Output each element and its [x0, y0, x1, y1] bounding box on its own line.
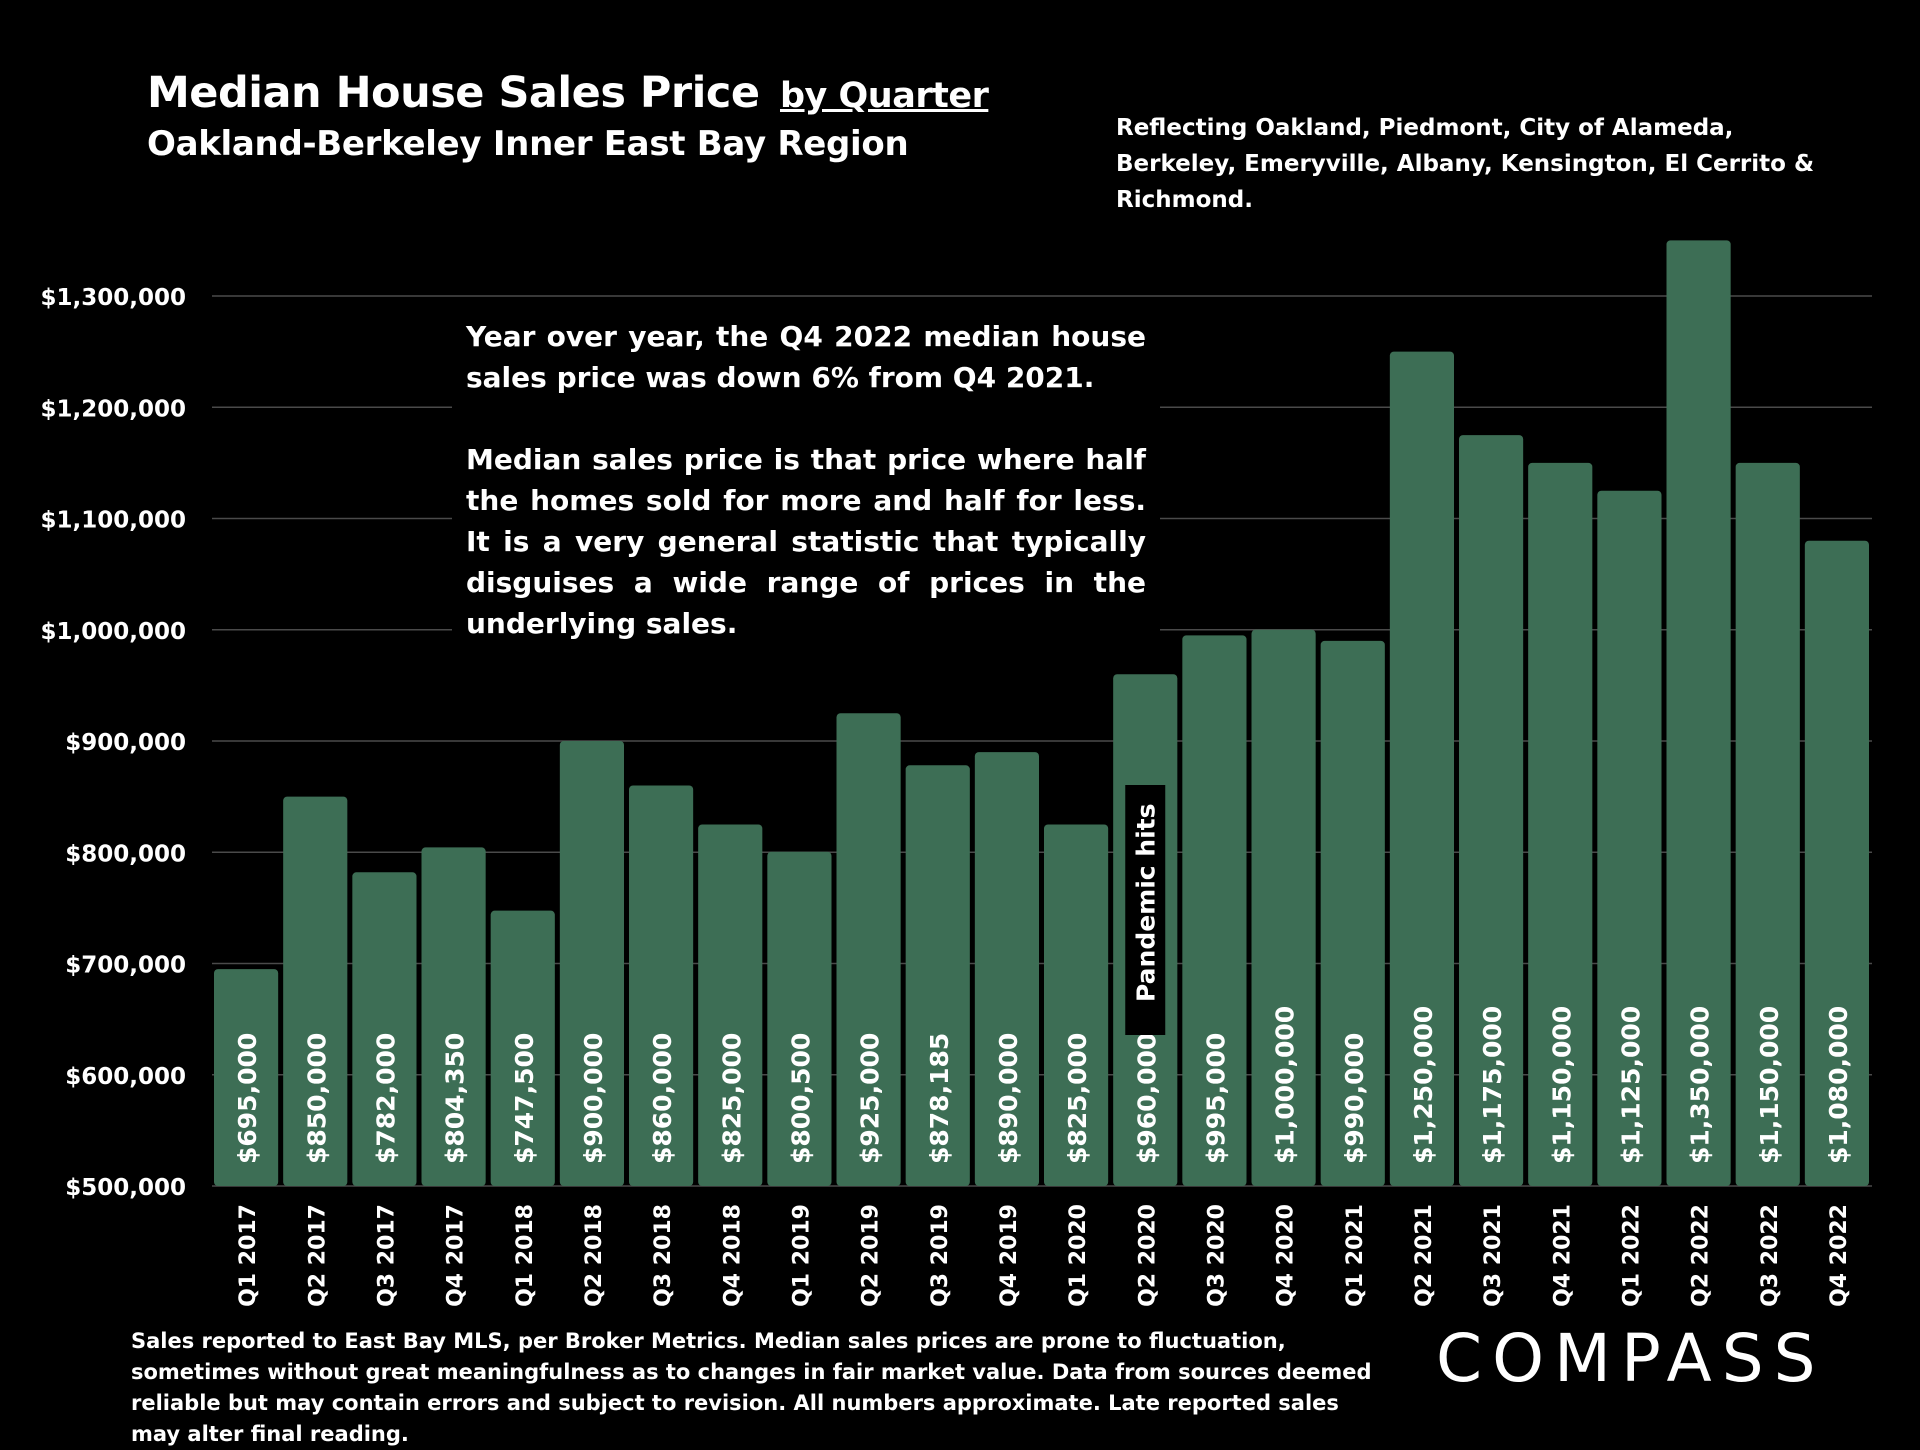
x-tick-label: Q3 2019	[928, 1204, 953, 1307]
bar	[1666, 240, 1731, 1186]
x-tick-label: Q4 2022	[1827, 1204, 1852, 1307]
region-note: Reflecting Oakland, Piedmont, City of Al…	[1116, 115, 1815, 213]
y-tick-label: $1,200,000	[40, 396, 186, 422]
footnote: Sales reported to East Bay MLS, per Brok…	[131, 1329, 1372, 1446]
bar	[1597, 490, 1662, 1186]
bar	[421, 847, 486, 1186]
y-axis-tick-labels: $500,000 $600,000 $700,000 $800,000 $900,000…	[40, 285, 186, 1201]
x-tick-label: Q3 2018	[651, 1204, 676, 1307]
bar-value-label: $825,000	[1063, 1033, 1092, 1164]
y-tick-label: $600,000	[65, 1064, 186, 1090]
y-tick-label: $900,000	[65, 730, 186, 756]
bar	[767, 851, 832, 1186]
y-tick-label: $500,000	[65, 1175, 186, 1201]
bar	[1389, 351, 1454, 1186]
bar-value-label: $1,175,000	[1478, 1006, 1507, 1164]
x-axis-tick-labels: Q1 2017 Q2 2017 Q3 2017 Q4 2017 Q1 2018 Q2 20…	[236, 1204, 1852, 1307]
bar	[905, 765, 970, 1186]
bar	[1459, 435, 1524, 1186]
bar	[974, 752, 1039, 1186]
bar-value-label: $1,250,000	[1409, 1006, 1438, 1164]
bars	[214, 240, 1869, 1186]
pandemic-annotation: Pandemic hits	[1131, 803, 1160, 1002]
x-tick-label: Q2 2017	[305, 1204, 330, 1307]
bar-value-label: $1,150,000	[1755, 1006, 1784, 1164]
x-tick-label: Q1 2020	[1066, 1204, 1091, 1307]
bar	[1320, 640, 1385, 1186]
bar-value-label: $900,000	[579, 1033, 608, 1164]
x-tick-label: Q1 2018	[513, 1204, 538, 1307]
bar-value-label: $800,500	[786, 1033, 815, 1164]
bar-value-label: $695,000	[233, 1033, 262, 1164]
x-tick-label: Q2 2020	[1135, 1204, 1160, 1307]
bar-value-label: $782,000	[371, 1033, 400, 1164]
x-tick-label: Q1 2017	[236, 1204, 261, 1307]
bar	[1044, 824, 1109, 1186]
x-tick-label: Q4 2019	[997, 1204, 1022, 1307]
bar-value-label: $990,000	[1340, 1033, 1369, 1164]
bar	[1182, 635, 1247, 1186]
compass-logo: COMPASS	[1436, 1320, 1826, 1397]
x-tick-label: Q4 2017	[444, 1204, 469, 1307]
callout-box: Year over year, the Q4 2022 median house…	[452, 312, 1160, 648]
bar	[214, 969, 279, 1186]
bar-value-label: $1,150,000	[1547, 1006, 1576, 1164]
bar-value-label: $878,185	[925, 1033, 954, 1164]
annotation-background	[1125, 785, 1166, 1035]
x-tick-label: Q3 2017	[374, 1204, 399, 1307]
x-tick-label: Q4 2018	[720, 1204, 745, 1307]
bar-value-label: $804,350	[441, 1033, 470, 1164]
chart-title-main: Median House Sales Price	[147, 68, 760, 118]
x-tick-label: Q1 2019	[789, 1204, 814, 1307]
bar-value-label: $1,080,000	[1824, 1006, 1853, 1164]
bar	[1528, 462, 1593, 1186]
bar-value-label: $960,000	[1132, 1033, 1161, 1164]
x-tick-label: Q1 2021	[1343, 1204, 1368, 1307]
bar-value-label: $1,350,000	[1686, 1006, 1715, 1164]
x-tick-label: Q2 2021	[1412, 1204, 1437, 1307]
y-tick-label: $1,100,000	[40, 508, 186, 534]
bar-value-label: $747,500	[510, 1033, 539, 1164]
bar-value-label: $1,000,000	[1271, 1006, 1300, 1164]
bar	[1735, 462, 1800, 1186]
y-tick-label: $1,000,000	[40, 619, 186, 645]
bar	[629, 785, 694, 1186]
x-tick-label: Q1 2022	[1619, 1204, 1644, 1307]
bar-value-label: $995,000	[1201, 1033, 1230, 1164]
x-tick-label: Q4 2020	[1274, 1204, 1299, 1307]
bar	[836, 713, 901, 1186]
bar-value-label: $890,000	[994, 1033, 1023, 1164]
bar	[698, 824, 763, 1186]
chart-subtitle: Oakland-Berkeley Inner East Bay Region	[147, 124, 909, 164]
bar	[352, 872, 417, 1186]
x-tick-label: Q3 2020	[1204, 1204, 1229, 1307]
x-tick-label: Q3 2021	[1481, 1204, 1506, 1307]
x-tick-label: Q3 2022	[1758, 1204, 1783, 1307]
bar-value-label: $1,125,000	[1616, 1006, 1645, 1164]
bar	[1804, 540, 1869, 1186]
bar	[283, 796, 348, 1186]
title-block: Median House Sales Price by Quarter Oakl…	[147, 68, 989, 164]
annotations: Pandemic hits	[1125, 785, 1166, 1035]
x-tick-label: Q2 2018	[582, 1204, 607, 1307]
bar-value-label: $860,000	[648, 1033, 677, 1164]
bar	[1251, 629, 1316, 1186]
y-tick-label: $800,000	[65, 841, 186, 867]
bar-value-label: $925,000	[856, 1033, 885, 1164]
callout-yoy-text: Year over year, the Q4 2022 median house…	[466, 320, 1146, 394]
bar-value-labels: $695,000 $850,000 $782,000 $804,350 $747,500…	[233, 1006, 1853, 1164]
y-tick-label: $700,000	[65, 953, 186, 979]
bar-value-label: $850,000	[302, 1033, 331, 1164]
callout-definition-text: Median sales price is that price where h…	[466, 443, 1146, 640]
chart-title: Median House Sales Price by Quarter	[147, 68, 989, 118]
y-tick-label: $1,300,000	[40, 285, 186, 311]
x-tick-label: Q4 2021	[1550, 1204, 1575, 1307]
bar	[490, 910, 555, 1186]
bar	[559, 741, 624, 1186]
bar-value-label: $825,000	[717, 1033, 746, 1164]
chart-title-qualifier: by Quarter	[780, 76, 989, 116]
x-tick-label: Q2 2022	[1689, 1204, 1714, 1307]
x-tick-label: Q2 2019	[859, 1204, 884, 1307]
